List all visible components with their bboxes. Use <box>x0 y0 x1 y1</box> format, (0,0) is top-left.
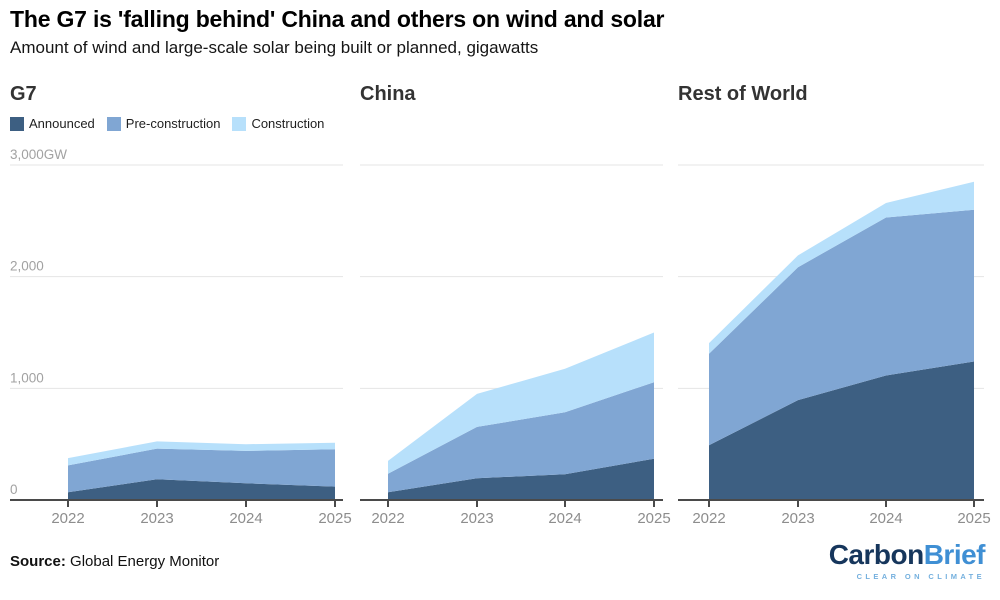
x-tick-label: 2023 <box>460 510 493 527</box>
panel-title-china: China <box>360 83 416 105</box>
x-tick-label: 2024 <box>229 510 262 527</box>
x-tick-label: 2025 <box>637 510 670 527</box>
legend-swatch-announced <box>10 116 24 131</box>
area-construction <box>709 181 974 354</box>
legend-item-pre-construction: Pre-construction <box>106 116 221 131</box>
chart-svg: 2022 2023 2024 2025 <box>360 164 671 527</box>
panel-g7: G7 Announced Pre-construction Constructi… <box>10 82 352 552</box>
chart-header: The G7 is 'falling behind' China and oth… <box>10 4 990 59</box>
logo-word-brief: Brief <box>923 539 986 570</box>
area-announced <box>68 479 335 500</box>
panel-title-g7: G7 <box>10 83 37 105</box>
legend-label: Announced <box>29 116 95 131</box>
area-pre-construction <box>388 382 654 493</box>
panel-rest-of-world: Rest of World 2022 2023 2024 2025 <box>678 82 991 552</box>
chart-svg: 2022 2023 2024 2025 3,000GW 2,000 1,000 0 <box>10 147 352 527</box>
page-title: The G7 is 'falling behind' China and oth… <box>10 6 665 32</box>
x-tick-label: 2025 <box>957 510 990 527</box>
legend-swatch-pre-construction <box>106 116 121 131</box>
source-note: Source: Global Energy Monitor <box>10 553 219 570</box>
legend-item-announced: Announced <box>10 116 95 131</box>
x-tick-label: 2023 <box>781 510 814 527</box>
area-announced <box>388 458 654 500</box>
y-tick-label: 2,000 <box>10 259 44 274</box>
source-text: Global Energy Monitor <box>65 553 220 570</box>
page-subtitle: Amount of wind and large-scale solar bei… <box>10 38 539 57</box>
panel-title-rest-of-world: Rest of World <box>678 83 808 105</box>
area-chart-china: 2022 2023 2024 2025 <box>360 140 671 532</box>
area-chart-g7: 2022 2023 2024 2025 3,000GW 2,000 1,000 0 <box>10 140 352 532</box>
carbonbrief-logo: CarbonBrief CLEAR ON CLIMATE <box>828 539 986 581</box>
x-tick-label: 2024 <box>548 510 581 527</box>
legend-swatch-construction <box>232 116 247 131</box>
area-construction <box>68 441 335 466</box>
y-tick-label: 0 <box>10 482 18 497</box>
legend: Announced Pre-construction Construction <box>10 116 324 131</box>
x-tick-label: 2023 <box>140 510 173 527</box>
y-tick-label: 3,000GW <box>10 147 67 162</box>
legend-item-construction: Construction <box>232 116 324 131</box>
y-tick-label: 1,000 <box>10 370 44 385</box>
logo-word-carbon: Carbon <box>828 539 925 570</box>
x-tick-label: 2024 <box>869 510 902 527</box>
panel-china: China 2022 2023 2024 2025 <box>360 82 671 552</box>
area-pre-construction <box>709 209 974 446</box>
carbonbrief-wordmark: CarbonBrief <box>828 539 986 570</box>
source-label: Source: <box>10 553 66 570</box>
area-announced <box>709 361 974 500</box>
area-pre-construction <box>68 448 335 493</box>
legend-label: Pre-construction <box>125 116 221 131</box>
x-tick-label: 2025 <box>318 510 351 527</box>
logo-tagline: CLEAR ON CLIMATE <box>856 572 985 581</box>
legend-label: Construction <box>251 116 325 131</box>
x-tick-label: 2022 <box>692 510 725 527</box>
x-tick-label: 2022 <box>371 510 404 527</box>
x-tick-label: 2022 <box>51 510 84 527</box>
chart-svg: 2022 2023 2024 2025 <box>678 164 991 527</box>
area-construction <box>388 332 654 474</box>
area-chart-rest-of-world: 2022 2023 2024 2025 <box>678 140 991 532</box>
